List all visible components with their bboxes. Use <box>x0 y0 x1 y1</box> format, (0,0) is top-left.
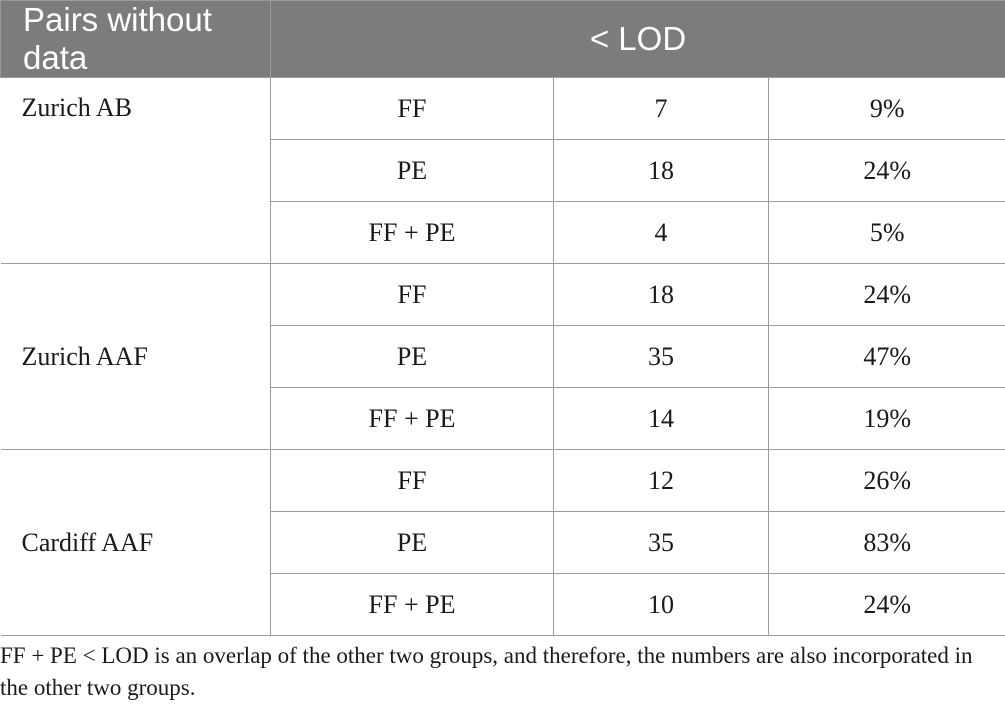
percent-cell: 24% <box>767 573 1005 636</box>
table-row: Zurich AAF FF 18 24% <box>0 263 1005 450</box>
table-row: FF + PE 10 24% <box>1 573 1005 636</box>
count-cell: 7 <box>553 77 769 140</box>
group-label: Zurich AB <box>0 77 271 264</box>
condition-cell: FF + PE <box>270 201 554 264</box>
table-footnote: FF + PE < LOD is an overlap of the other… <box>0 643 973 700</box>
count-cell: 14 <box>553 387 769 450</box>
table-row: Cardiff AAF FF 12 26% <box>0 449 1005 636</box>
percent-cell: 47% <box>767 325 1005 388</box>
percent-cell: 83% <box>767 511 1005 574</box>
count-cell: 12 <box>553 449 769 512</box>
condition-cell: FF <box>270 77 554 140</box>
condition-cell: PE <box>270 325 554 388</box>
table-row: FF + PE 4 5% <box>1 201 1005 264</box>
table-row: PE 35 83% <box>1 511 1005 574</box>
table-row: FF + PE 14 19% <box>1 387 1005 450</box>
count-cell: 35 <box>553 511 769 574</box>
count-cell: 4 <box>553 201 769 264</box>
count-cell: 35 <box>553 325 769 388</box>
condition-cell: FF <box>270 263 554 326</box>
count-cell: 18 <box>553 263 769 326</box>
group-label: Cardiff AAF <box>0 449 271 636</box>
condition-cell: FF + PE <box>270 573 554 636</box>
count-cell: 18 <box>553 139 769 202</box>
header-row: Pairs without data < LOD <box>0 0 1005 78</box>
percent-cell: 24% <box>767 263 1005 326</box>
table-row: PE 18 24% <box>1 139 1005 202</box>
condition-cell: PE <box>270 139 554 202</box>
percent-cell: 24% <box>767 139 1005 202</box>
lod-table: Pairs without data < LOD Zurich AB FF 7 … <box>0 0 1005 636</box>
table-row: Zurich AB FF 7 9% <box>0 77 1005 264</box>
percent-cell: 9% <box>767 77 1005 140</box>
table-row: PE 35 47% <box>1 325 1005 388</box>
header-pairs-without-data: Pairs without data <box>0 0 271 78</box>
percent-cell: 19% <box>767 387 1005 450</box>
condition-cell: FF <box>270 449 554 512</box>
condition-cell: FF + PE <box>270 387 554 450</box>
count-cell: 10 <box>553 573 769 636</box>
percent-cell: 26% <box>767 449 1005 512</box>
condition-cell: PE <box>270 511 554 574</box>
header-below-lod: < LOD <box>269 0 1005 78</box>
group-label: Zurich AAF <box>0 263 271 450</box>
percent-cell: 5% <box>767 201 1005 264</box>
